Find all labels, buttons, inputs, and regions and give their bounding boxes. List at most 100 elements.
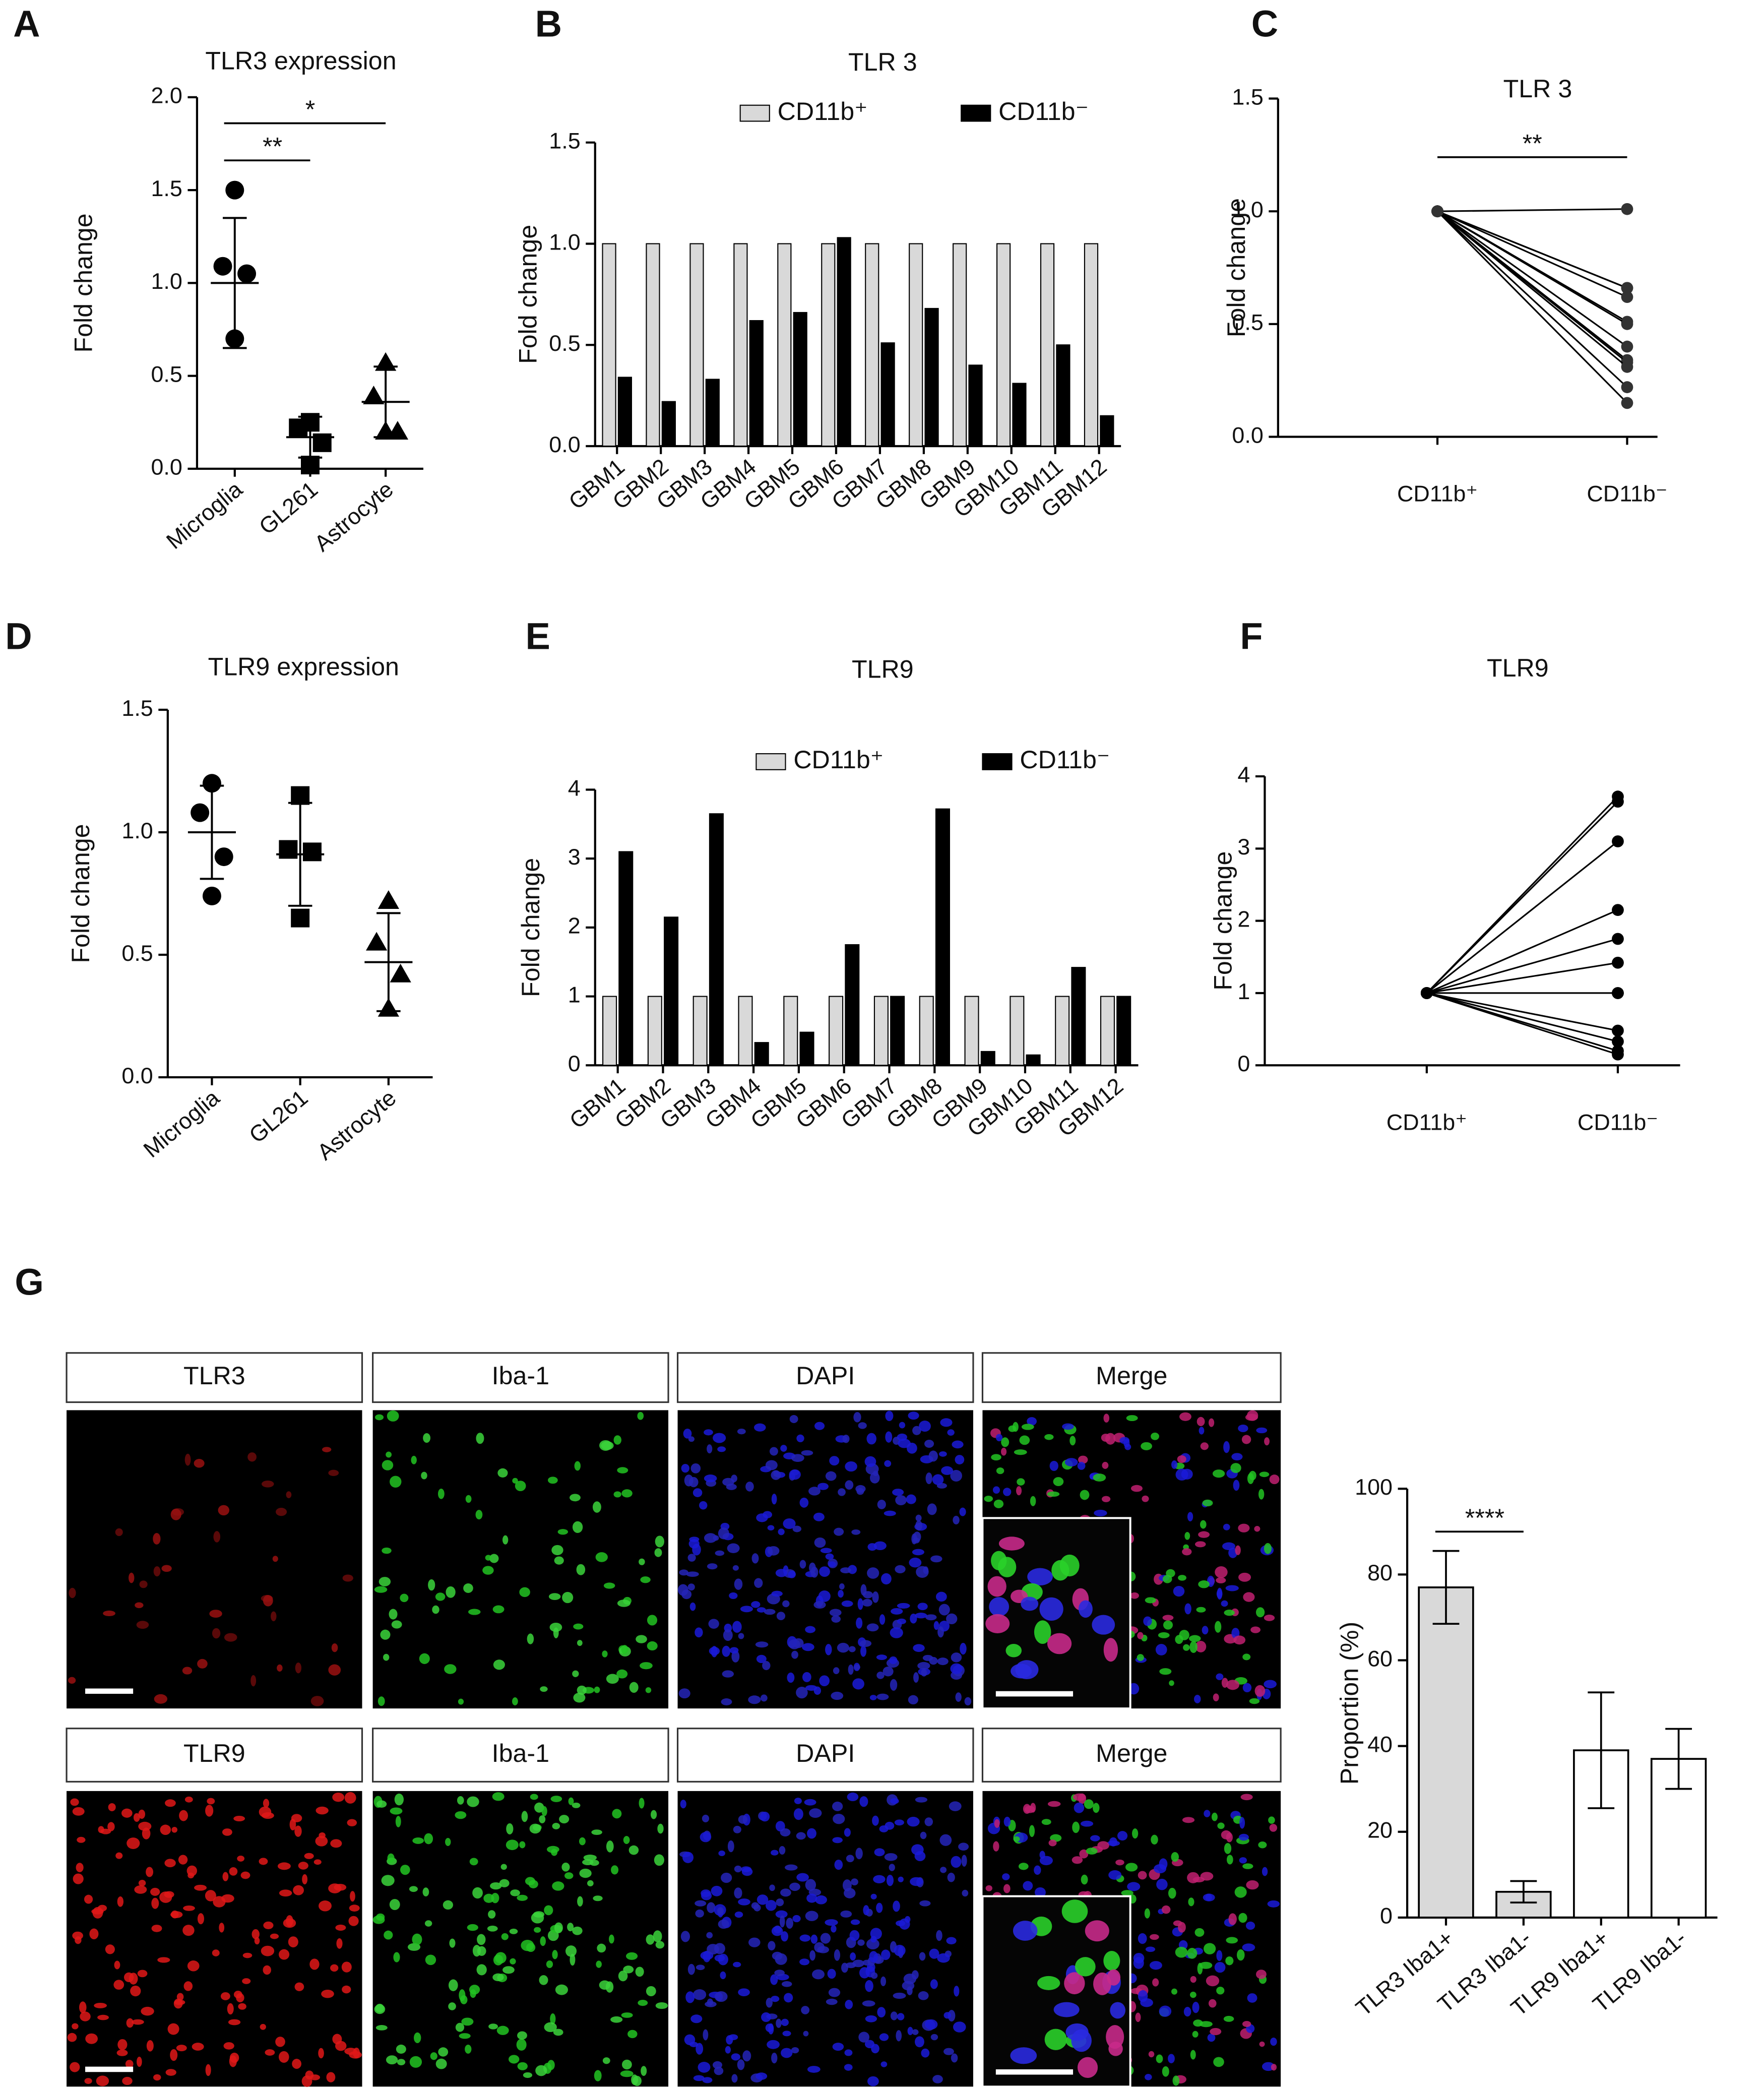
cell [960, 1642, 967, 1655]
cell [924, 1817, 933, 1826]
cell [704, 1475, 717, 1483]
cell [647, 1615, 658, 1626]
cell [529, 1823, 541, 1834]
pair-line [1436, 211, 1628, 404]
cell [721, 1872, 732, 1883]
cell [919, 1421, 931, 1432]
cell [1188, 1897, 1194, 1907]
cell [1061, 1899, 1088, 1923]
cell [421, 1471, 427, 1480]
cell [1238, 1913, 1247, 1923]
chart-title: TLR9 expression [208, 652, 399, 681]
cell [753, 1423, 766, 1432]
y-tick-label: 3 [568, 844, 581, 870]
cell [579, 1837, 586, 1846]
cell [708, 1619, 719, 1629]
cell [1236, 1949, 1245, 1961]
cell [991, 1454, 1001, 1461]
cell [695, 1909, 704, 1918]
y-tick-label: 0 [1380, 1903, 1393, 1929]
cell [838, 1488, 846, 1496]
cell [539, 1975, 548, 1985]
point [1612, 1048, 1624, 1061]
cell [856, 1488, 864, 1495]
cell [304, 1853, 314, 1859]
cell [640, 1576, 651, 1583]
cell [961, 1855, 967, 1867]
cell [766, 1899, 777, 1911]
cell [1074, 1802, 1085, 1813]
cell [519, 1587, 530, 1598]
cell [885, 1821, 895, 1830]
cell [113, 1980, 124, 1990]
bar [618, 851, 634, 1066]
cell [700, 1832, 712, 1843]
cell [1072, 1821, 1080, 1833]
cell [612, 1809, 622, 1819]
cell [890, 1798, 899, 1804]
y-tick-label: 1.5 [549, 128, 580, 154]
panel-letter: D [5, 616, 32, 657]
cell [597, 1943, 606, 1953]
cell [541, 1806, 547, 1816]
cell [1115, 1859, 1124, 1866]
bar [1116, 996, 1131, 1066]
cell [1242, 2021, 1251, 2027]
cell [1001, 1437, 1010, 1447]
x-tick-label: Astrocyte [312, 1085, 401, 1165]
cell [930, 2034, 938, 2041]
cell [792, 1525, 801, 1532]
pair-line [1436, 211, 1628, 388]
cell [310, 1696, 324, 1706]
cell [448, 1979, 458, 1991]
cell [805, 1685, 817, 1691]
cell [242, 1952, 253, 1958]
cell [512, 1697, 518, 1706]
cell [1226, 1680, 1240, 1690]
cell [623, 1835, 630, 1845]
cell [809, 1562, 816, 1573]
cell [527, 1633, 534, 1644]
cell [1003, 1884, 1011, 1893]
cell [1264, 1680, 1277, 1689]
cell [523, 2072, 533, 2078]
cell [562, 1591, 574, 1604]
cell [812, 1969, 825, 1980]
cell [785, 1864, 798, 1871]
cell [1192, 2001, 1200, 2013]
cell [331, 1643, 338, 1652]
cell [789, 1415, 798, 1424]
cell [1021, 1424, 1034, 1430]
cell [577, 1640, 583, 1646]
cell [1224, 1843, 1232, 1854]
cell [572, 1802, 581, 1808]
cell [197, 1913, 205, 1925]
cell [544, 2022, 557, 2033]
cell [601, 1441, 614, 1450]
point [202, 774, 221, 793]
cell [640, 1662, 653, 1670]
cell [519, 1841, 526, 1849]
cell [832, 2043, 844, 2051]
cell [841, 1600, 853, 1607]
cell [731, 2053, 740, 2061]
cell [698, 2061, 711, 2073]
cell [603, 1582, 615, 1589]
cell [295, 1662, 302, 1674]
x-tick-label: GL261 [254, 476, 323, 540]
cell [1248, 1470, 1256, 1481]
cell [213, 1531, 221, 1543]
cell [689, 1602, 696, 1611]
cell [775, 1569, 788, 1577]
cell [862, 2000, 875, 2007]
cell [1103, 1414, 1110, 1423]
cell [69, 1587, 76, 1599]
cell [409, 2056, 422, 2068]
cell [1092, 1615, 1115, 1635]
cell [731, 2074, 738, 2083]
pair-line [1426, 962, 1618, 994]
cell [840, 1910, 852, 1918]
label-box [66, 1728, 363, 1783]
cell [286, 1491, 292, 1499]
cell [789, 1469, 801, 1480]
